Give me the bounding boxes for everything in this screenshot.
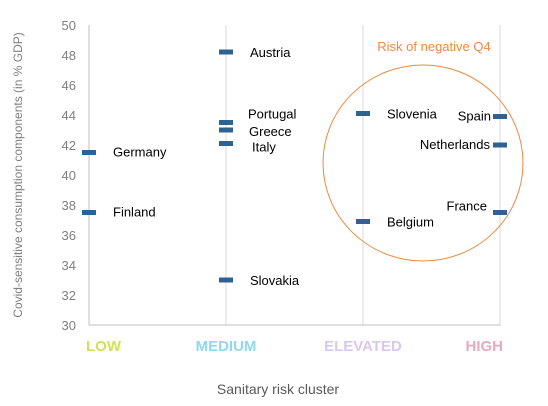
label-italy: Italy: [252, 140, 276, 155]
marker-greece: [219, 127, 233, 133]
marker-portugal: [219, 120, 233, 125]
y-tick-label: 36: [62, 228, 76, 243]
label-slovakia: Slovakia: [250, 273, 300, 288]
marker-netherlands: [493, 142, 507, 148]
y-tick-label: 34: [62, 258, 76, 273]
y-tick-label: 30: [62, 318, 76, 333]
y-axis-ticks: 30 32 34 36 38 40 42 44 46 48 50: [62, 18, 76, 333]
data-points: Germany Finland Austria Portugal GreeceItaly…: [82, 45, 507, 288]
category-label-low: LOW: [86, 338, 122, 355]
label-portugal: Portugal: [248, 107, 297, 122]
marker-belgium: [356, 219, 370, 224]
y-axis-label: Covid-sensitive consumption components (…: [11, 32, 25, 317]
marker-slovenia: [356, 111, 370, 116]
risk-annotation: Risk of negative Q4: [377, 39, 490, 54]
y-tick-label: 42: [62, 138, 76, 153]
label-greece: Greece: [249, 124, 292, 139]
label-finland: Finland: [113, 205, 156, 220]
label-belgium: Belgium: [387, 215, 434, 230]
vertical-gridlines: [88, 25, 501, 325]
y-tick-label: 32: [62, 288, 76, 303]
y-tick-label: 50: [62, 18, 76, 33]
marker-italy: [219, 141, 233, 146]
risk-circle: [322, 64, 524, 262]
category-label-medium: MEDIUM: [196, 338, 257, 355]
label-france: France: [447, 199, 487, 214]
marker-austria: [219, 49, 233, 55]
x-axis-label: Sanitary risk cluster: [217, 381, 339, 397]
marker-germany: [82, 150, 96, 155]
label-austria: Austria: [250, 45, 291, 60]
x-axis-categories: LOW MEDIUM ELEVATED HIGH: [86, 338, 503, 355]
y-tick-label: 44: [62, 108, 76, 123]
marker-spain: [493, 114, 507, 119]
y-tick-label: 48: [62, 48, 76, 63]
marker-slovakia: [219, 277, 233, 283]
y-tick-label: 38: [62, 198, 76, 213]
y-tick-label: 40: [62, 168, 76, 183]
label-slovenia: Slovenia: [387, 107, 438, 122]
label-germany: Germany: [113, 145, 167, 160]
label-spain: Spain: [458, 109, 491, 124]
marker-france: [493, 210, 507, 215]
category-label-high: HIGH: [466, 338, 504, 355]
category-label-elevated: ELEVATED: [324, 338, 402, 355]
y-tick-label: 46: [62, 78, 76, 93]
label-netherlands: Netherlands: [420, 137, 491, 152]
marker-finland: [82, 210, 96, 215]
